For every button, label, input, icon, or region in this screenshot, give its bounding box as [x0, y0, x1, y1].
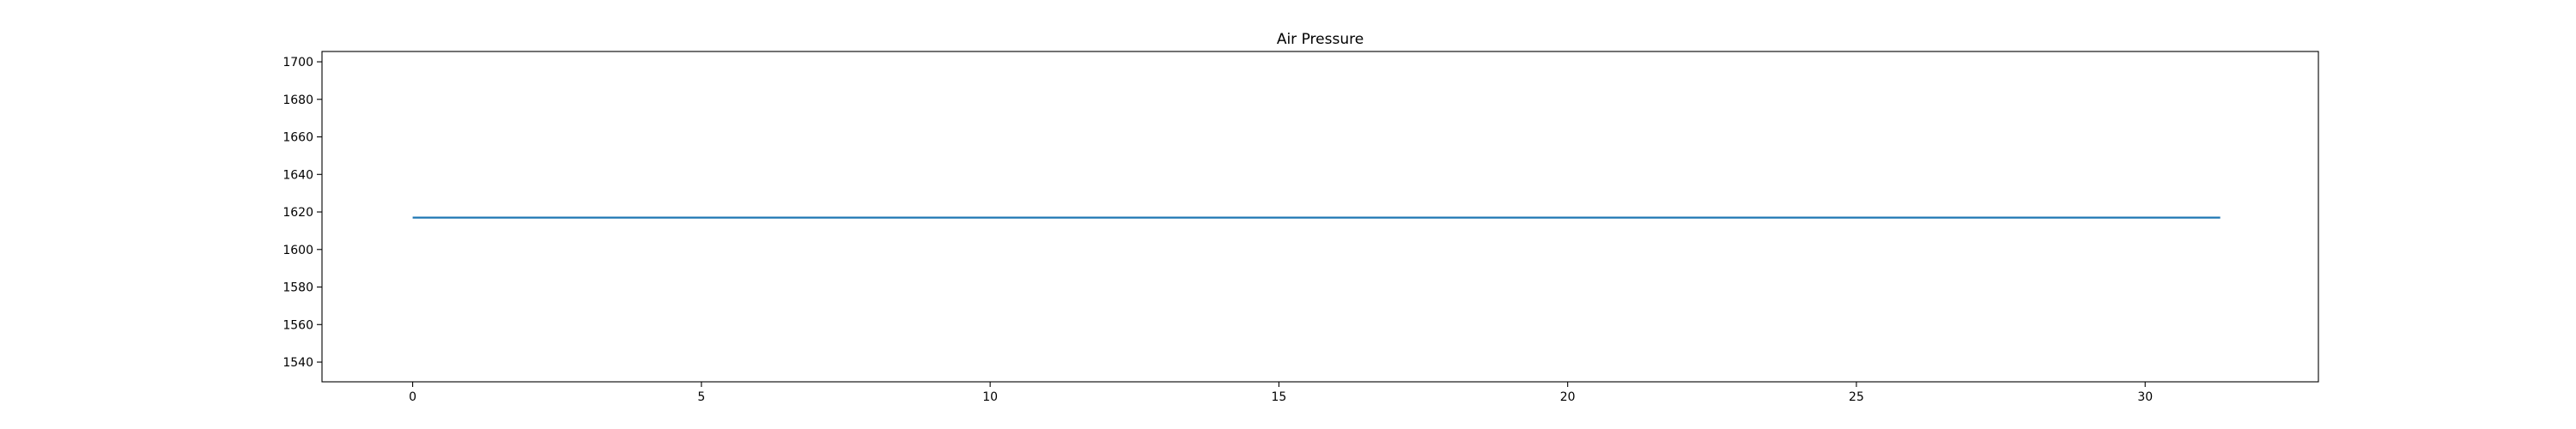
y-tick-label: 1680 [283, 94, 313, 107]
x-tick-label: 15 [1271, 390, 1286, 404]
y-tick-label: 1700 [283, 56, 313, 69]
x-tick-label: 0 [409, 390, 416, 404]
x-tick-label: 20 [1560, 390, 1576, 404]
x-tick-label: 30 [2137, 390, 2153, 404]
y-tick-label: 1660 [283, 131, 313, 145]
y-axis: 1540 1560 1580 1600 1620 1640 1660 1680 1700 [283, 56, 322, 370]
axes-frame [321, 51, 2319, 383]
y-tick-label: 1540 [283, 356, 313, 370]
y-tick-label: 1580 [283, 281, 313, 295]
x-tick-label: 5 [697, 390, 705, 404]
y-tick-label: 1560 [283, 318, 313, 332]
x-axis: 0 5 10 15 20 25 30 [409, 382, 2153, 404]
y-tick-label: 1620 [283, 206, 313, 220]
y-tick-label: 1600 [283, 244, 313, 257]
y-tick-label: 1640 [283, 168, 313, 182]
x-tick-label: 25 [1849, 390, 1864, 404]
chart-title: Air Pressure [1277, 31, 1364, 48]
x-tick-label: 10 [982, 390, 998, 404]
